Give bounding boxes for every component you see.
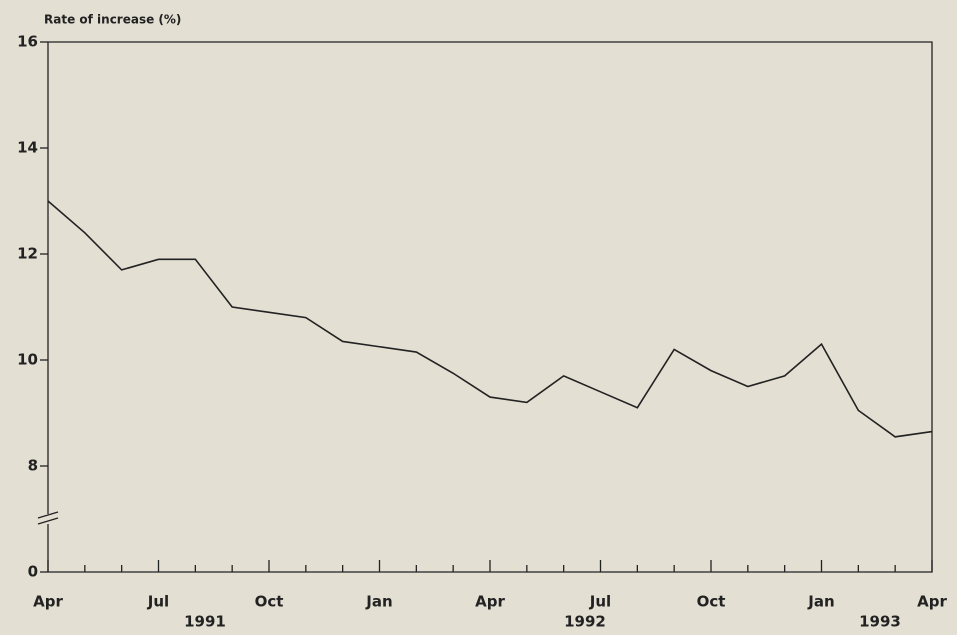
x-tick-label: Oct — [255, 593, 284, 611]
y-tick-label: 8 — [28, 457, 38, 475]
data-line — [47, 200, 933, 438]
plot-frame — [47, 41, 933, 573]
x-group-label: 1991 — [184, 613, 226, 631]
x-tick-label: Jul — [589, 593, 611, 611]
axis-break-gap — [45, 514, 51, 524]
y-tick-label: 10 — [17, 351, 38, 369]
axis-break — [37, 517, 59, 525]
x-tick-label: Oct — [697, 593, 726, 611]
x-tick-label: Jan — [365, 593, 392, 611]
x-tick-label: Apr — [475, 593, 505, 611]
y-tick-label: 12 — [17, 245, 38, 263]
y-tick-label: 16 — [17, 33, 38, 51]
y-axis-title: Rate of increase (%) — [44, 13, 181, 27]
y-tick-label: 14 — [17, 139, 38, 157]
x-tick-label: Apr — [917, 593, 947, 611]
x-tick-label: Jan — [807, 593, 834, 611]
x-tick-label: Jul — [147, 593, 169, 611]
x-group-label: 1993 — [859, 613, 901, 631]
x-tick-label: Apr — [33, 593, 63, 611]
y-tick-label: 0 — [28, 563, 38, 581]
axis-break — [37, 511, 59, 519]
x-group-label: 1992 — [564, 613, 606, 631]
